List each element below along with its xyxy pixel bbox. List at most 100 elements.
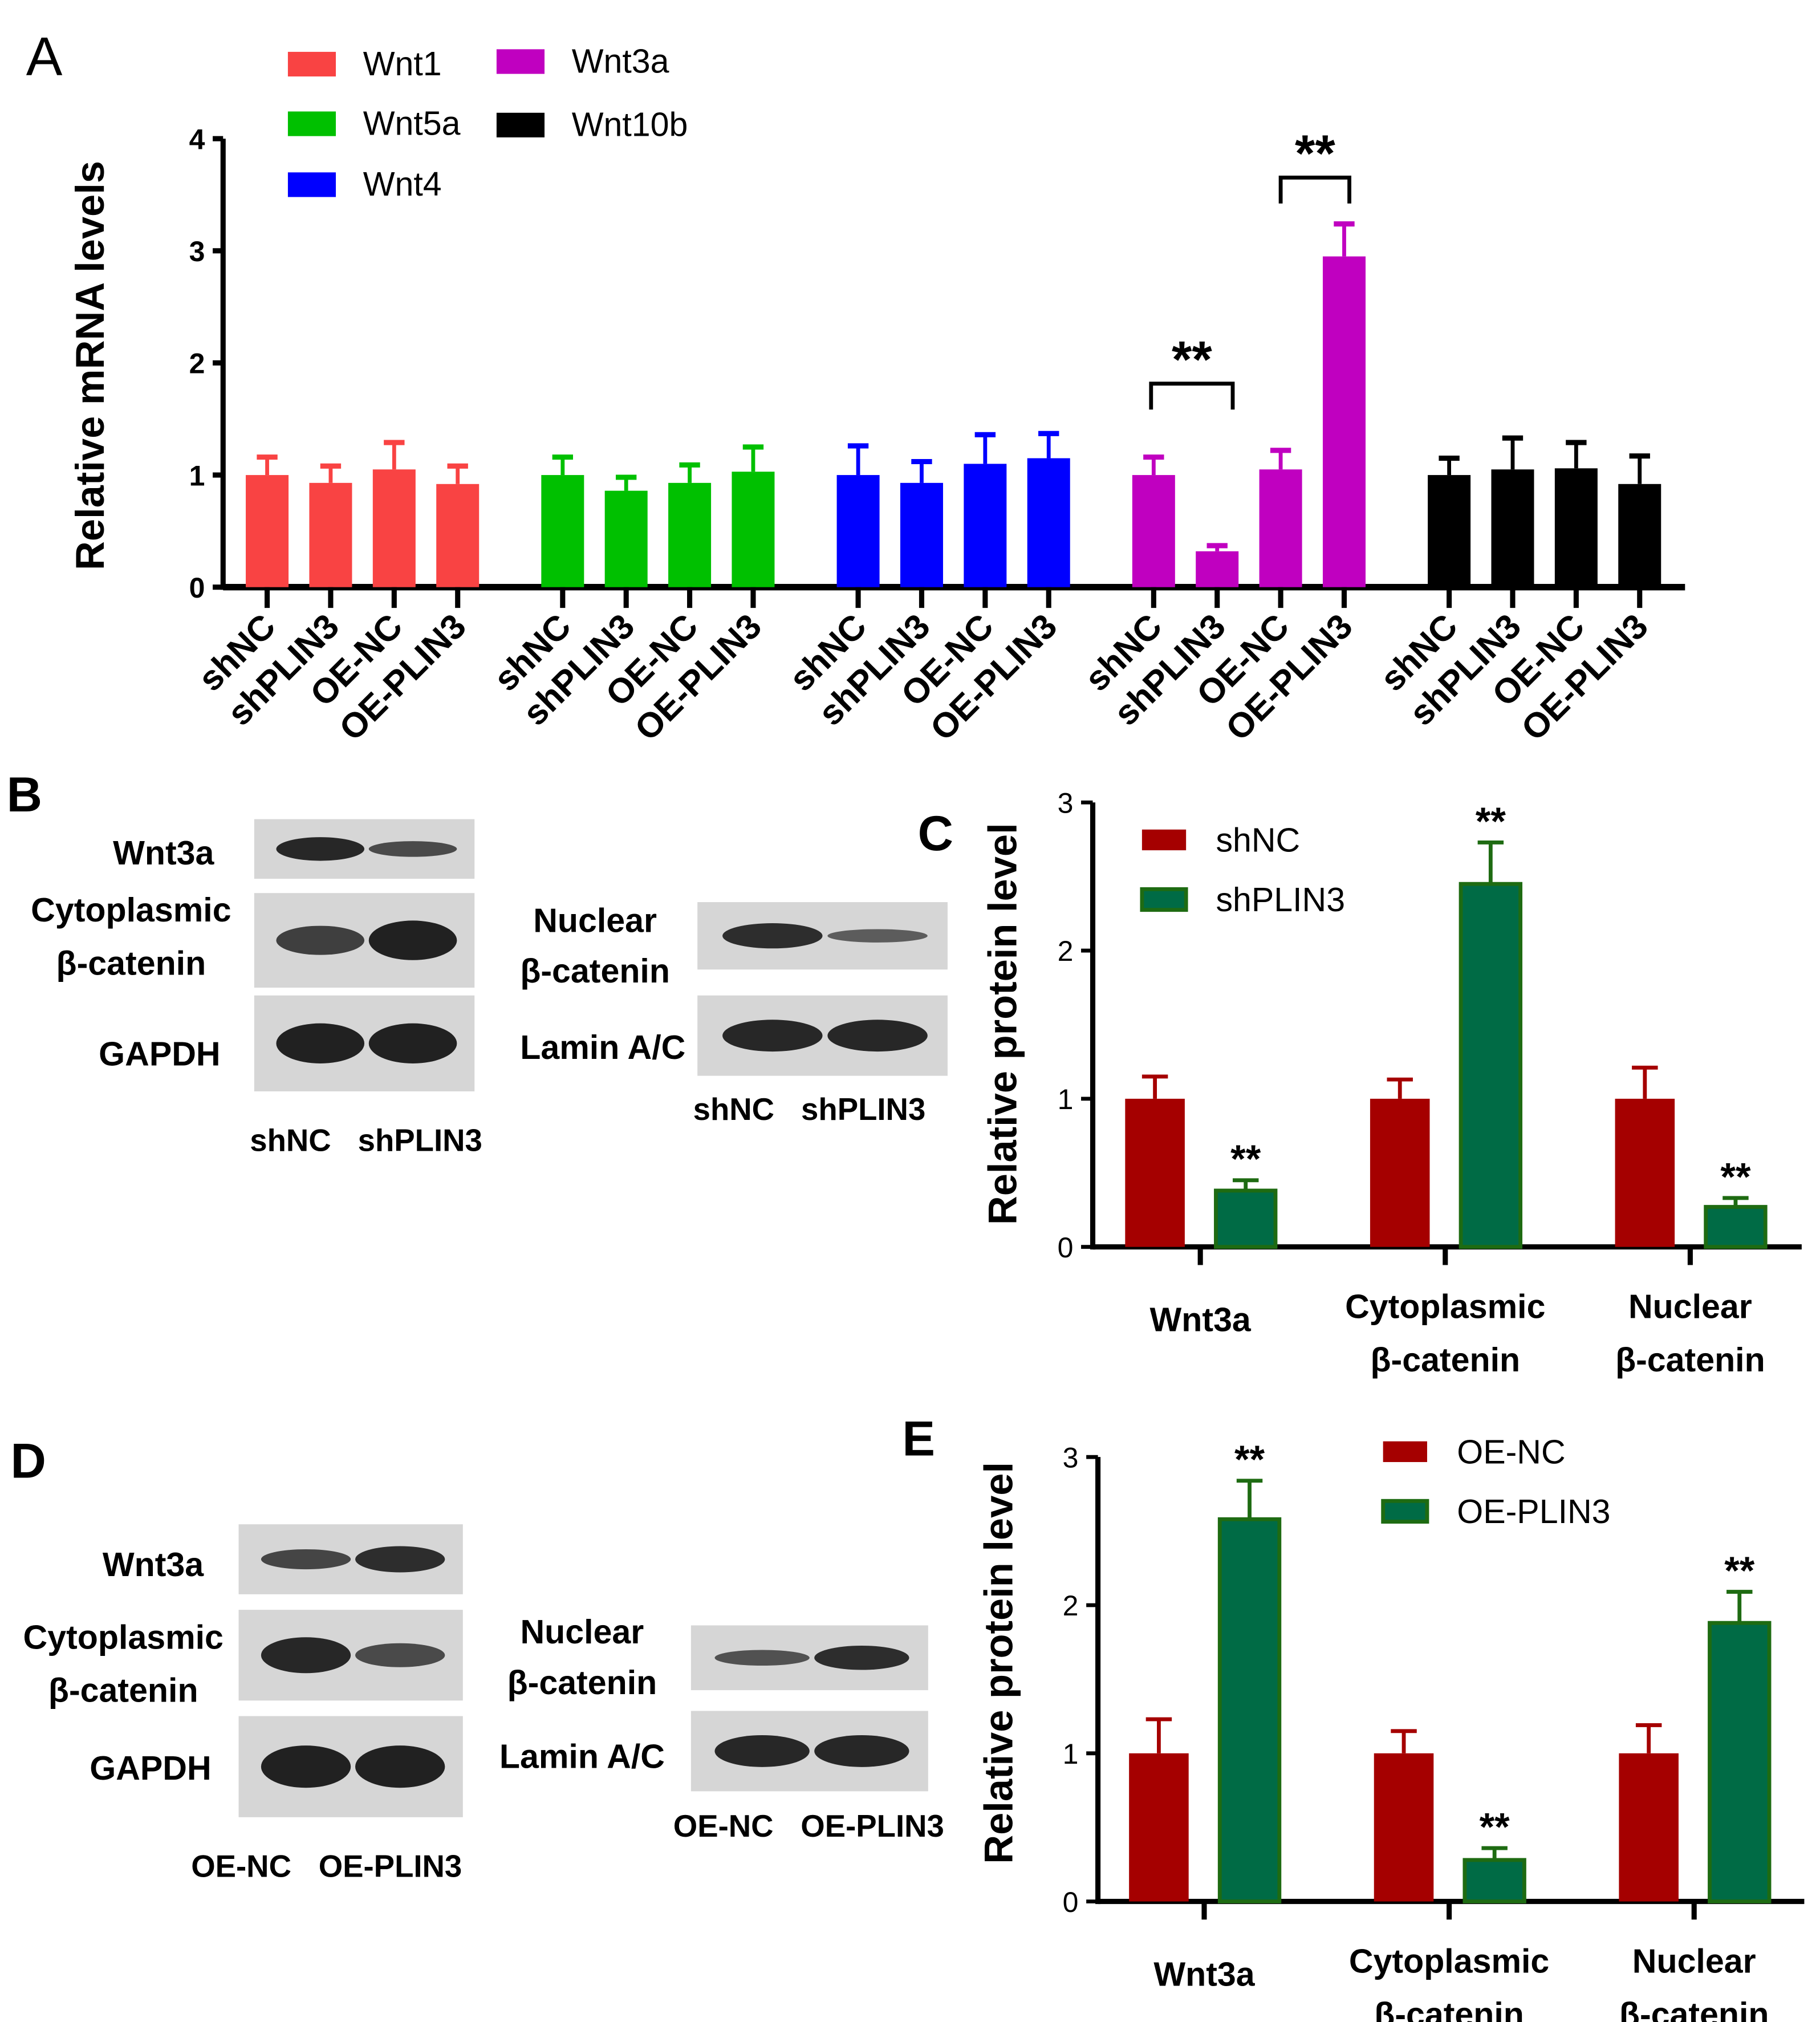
bar-wnt5a-shnc bbox=[541, 475, 584, 587]
blot-row-label: Wnt3a bbox=[113, 834, 214, 872]
panel-letter-d: D bbox=[10, 1434, 46, 1488]
legend-label: Wnt10b bbox=[572, 105, 688, 144]
y-tick-label: 2 bbox=[1058, 935, 1074, 967]
y-tick-label: 3 bbox=[1063, 1442, 1079, 1473]
x-tick-label: Wnt3a bbox=[1153, 1955, 1255, 1993]
blot-row-label: Lamin A/C bbox=[499, 1737, 665, 1775]
panel-letter-a: A bbox=[26, 27, 63, 87]
protein-band bbox=[261, 1637, 351, 1674]
y-tick-label: 1 bbox=[189, 460, 205, 492]
x-tick-label: β-catenin bbox=[1370, 1341, 1520, 1379]
blot-row-label: GAPDH bbox=[99, 1034, 220, 1073]
bar-wnt4-oe-plin3 bbox=[1027, 458, 1070, 587]
blot-row-label: Wnt3a bbox=[103, 1545, 204, 1584]
western-blots: Wnt3a Cytoplasmic β-catenin GAPDH shNC shPLIN… bbox=[23, 819, 948, 1883]
lane-label: shPLIN3 bbox=[358, 1123, 482, 1158]
protein-band bbox=[261, 1745, 351, 1788]
protein-band bbox=[276, 925, 365, 955]
protein-band bbox=[714, 1650, 810, 1666]
legend-label: Wnt1 bbox=[363, 44, 442, 83]
significance-label: ** bbox=[1720, 1155, 1751, 1199]
protein-band bbox=[814, 1646, 909, 1670]
protein-band bbox=[355, 1745, 445, 1788]
bar-oe-plin3 bbox=[1462, 1858, 1526, 1904]
legend-label: Wnt3a bbox=[572, 42, 669, 80]
legend-label: OE-NC bbox=[1457, 1432, 1565, 1471]
bar-shnc bbox=[1615, 1098, 1675, 1247]
y-tick-label: 1 bbox=[1058, 1083, 1074, 1115]
legend-swatch-oe-nc bbox=[1383, 1441, 1427, 1463]
x-tick-label: β-catenin bbox=[1615, 1341, 1765, 1379]
blot-row-label: Nuclear bbox=[533, 901, 657, 939]
bar-shnc bbox=[1370, 1098, 1430, 1247]
lane-label: shPLIN3 bbox=[801, 1092, 925, 1127]
significance-label: ** bbox=[1480, 1805, 1510, 1849]
bar-wnt5a-oe-plin3 bbox=[732, 472, 775, 587]
bar-shnc bbox=[1125, 1098, 1185, 1247]
lane-label: OE-NC bbox=[673, 1809, 774, 1844]
legend-swatch-oe-plin3 bbox=[1381, 1499, 1429, 1524]
legend-swatch-wnt5a bbox=[287, 111, 336, 136]
bar-oe-nc bbox=[1619, 1753, 1679, 1902]
legend-label: OE-PLIN3 bbox=[1457, 1492, 1610, 1530]
chart-c: 0 1 2 3 Relative protein level ** Wnt3a ** Cytop… bbox=[980, 787, 1802, 1379]
legend-swatch-shnc bbox=[1141, 829, 1187, 851]
bar-wnt4-shplin3 bbox=[900, 482, 943, 587]
y-tick-label: 3 bbox=[1058, 787, 1074, 819]
lane-label: OE-PLIN3 bbox=[801, 1809, 944, 1844]
protein-band bbox=[368, 1023, 457, 1063]
legend-swatch-wnt4 bbox=[287, 172, 336, 197]
panel-letter-b: B bbox=[7, 768, 42, 822]
x-tick-label: β-catenin bbox=[1374, 1995, 1524, 2022]
y-tick-label: 4 bbox=[189, 123, 205, 155]
y-tick-label: 2 bbox=[1063, 1590, 1079, 1622]
blot-row-label: Nuclear bbox=[521, 1613, 644, 1651]
bar-oe-plin3 bbox=[1217, 1517, 1282, 1904]
blot-row-label: β-catenin bbox=[56, 944, 206, 982]
bar-wnt3a-shplin3 bbox=[1196, 551, 1239, 587]
lane-label: OE-NC bbox=[191, 1849, 291, 1883]
bar-oe-nc bbox=[1129, 1753, 1189, 1902]
protein-band bbox=[714, 1735, 810, 1767]
legend-label: shNC bbox=[1216, 821, 1300, 859]
significance-bracket bbox=[1278, 176, 1351, 204]
bar-wnt1-oe-plin3 bbox=[436, 484, 480, 587]
x-tick-label: Cytoplasmic bbox=[1345, 1288, 1545, 1326]
significance-label: ** bbox=[1476, 800, 1506, 843]
protein-band bbox=[276, 837, 365, 861]
blot-row-label: Cytoplasmic bbox=[23, 1618, 224, 1656]
y-axis-label: Relative mRNA levels bbox=[67, 161, 112, 570]
legend-swatch-shplin3 bbox=[1140, 887, 1188, 912]
bar-wnt3a-oe-nc bbox=[1259, 469, 1302, 587]
y-tick-label: 0 bbox=[189, 572, 205, 604]
bar-oe-nc bbox=[1374, 1753, 1434, 1902]
bar-oe-plin3 bbox=[1708, 1621, 1772, 1904]
x-tick-label: Nuclear bbox=[1632, 1942, 1756, 1980]
protein-band bbox=[261, 1549, 351, 1570]
protein-band bbox=[827, 1020, 928, 1052]
legend-swatch-wnt10b bbox=[496, 112, 545, 137]
x-tick-label: Nuclear bbox=[1628, 1288, 1752, 1326]
protein-band bbox=[827, 929, 928, 943]
legend-swatch-wnt3a bbox=[496, 49, 545, 74]
bar-wnt5a-oe-nc bbox=[668, 482, 712, 587]
significance-bracket bbox=[1149, 381, 1235, 410]
bar-wnt3a-oe-plin3 bbox=[1322, 256, 1366, 587]
bar-wnt1-oe-nc bbox=[372, 469, 416, 587]
bar-wnt3a-shnc bbox=[1132, 475, 1175, 587]
y-axis-label: Relative protein level bbox=[976, 1462, 1021, 1864]
significance-label: ** bbox=[1724, 1549, 1755, 1593]
blot-row-label: Lamin A/C bbox=[520, 1028, 685, 1066]
blot-row-label: β-catenin bbox=[520, 952, 670, 990]
significance-label: ** bbox=[1172, 331, 1212, 388]
lane-label: shNC bbox=[693, 1092, 774, 1127]
y-tick-label: 1 bbox=[1063, 1738, 1079, 1770]
bar-shplin3 bbox=[1704, 1205, 1768, 1249]
protein-band bbox=[722, 1020, 823, 1052]
significance-label: ** bbox=[1295, 125, 1335, 182]
protein-band bbox=[368, 841, 457, 857]
y-tick-label: 0 bbox=[1063, 1886, 1079, 1918]
protein-band bbox=[814, 1735, 909, 1767]
